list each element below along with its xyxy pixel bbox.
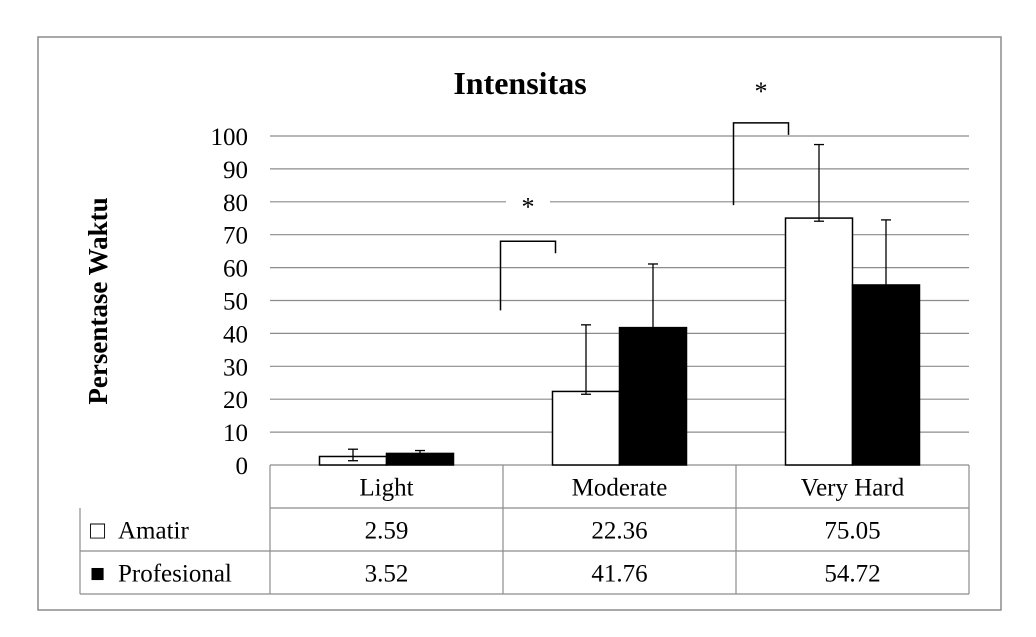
bars — [318, 217, 921, 466]
chart-title: Intensitas — [453, 65, 586, 101]
x-category-label: Very Hard — [801, 475, 905, 502]
significance-asterisk: * — [522, 192, 535, 221]
x-category-label: Moderate — [572, 475, 668, 502]
y-tick-label: 20 — [223, 387, 248, 414]
y-tick-label: 50 — [223, 289, 248, 316]
y-tick-label: 0 — [236, 453, 249, 480]
bar-profesional-light — [385, 452, 455, 466]
legend-label-profesional: Profesional — [118, 561, 232, 588]
table-value: 2.59 — [365, 518, 409, 545]
legend-label-amatir: Amatir — [118, 518, 189, 545]
legend-symbol-profesional: ■ — [90, 561, 105, 588]
error-bars — [348, 143, 891, 462]
y-tick-label: 60 — [223, 256, 248, 283]
y-tick-labels: 0 10 20 30 40 50 60 70 80 90 100 — [211, 124, 249, 480]
table-value: 22.36 — [591, 518, 647, 545]
significance-annotations: ** — [499, 75, 790, 311]
y-tick-label: 70 — [223, 223, 248, 250]
y-tick-label: 100 — [211, 124, 249, 151]
bar-amatir-very-hard — [784, 217, 854, 466]
y-tick-label: 80 — [223, 190, 248, 217]
legend-symbol-amatir: □ — [90, 518, 106, 545]
table-value: 75.05 — [824, 518, 880, 545]
significance-bracket — [732, 122, 790, 206]
x-category-label: Light — [359, 475, 413, 502]
annotation-backdrop — [506, 190, 550, 219]
y-tick-label: 90 — [223, 157, 248, 184]
significance-bracket — [499, 240, 557, 311]
y-axis-label: Persentase Waktu — [83, 197, 113, 404]
table-value: 54.72 — [824, 561, 880, 588]
annotation-backdrop — [739, 75, 783, 104]
y-tick-label: 10 — [223, 420, 248, 447]
table-value: 3.52 — [365, 561, 409, 588]
table-value: 41.76 — [591, 561, 647, 588]
bar-profesional-moderate — [618, 326, 688, 466]
bar-profesional-very-hard — [851, 284, 921, 466]
y-tick-label: 40 — [223, 321, 248, 348]
data-table: Light Moderate Very Hard □ Amatir 2.59 22.36 75… — [79, 465, 970, 595]
significance-asterisk: * — [755, 77, 768, 106]
y-tick-label: 30 — [223, 354, 248, 381]
bar-amatir-moderate — [551, 390, 621, 466]
